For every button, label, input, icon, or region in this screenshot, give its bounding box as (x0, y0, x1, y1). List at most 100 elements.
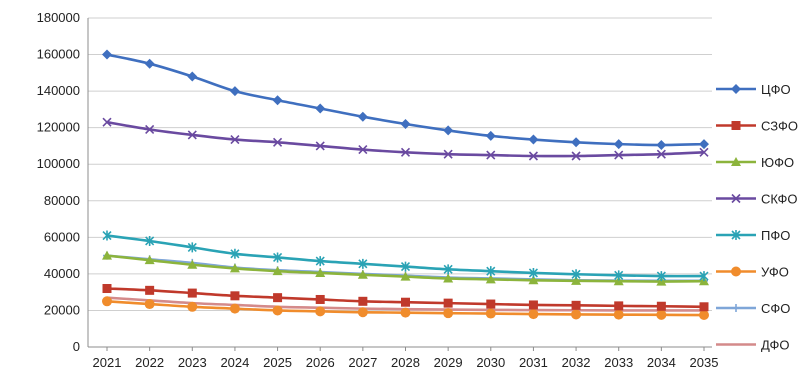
data-point (571, 269, 581, 280)
data-point (699, 302, 709, 312)
data-point (656, 140, 667, 151)
x-tick-label: 2028 (391, 355, 420, 370)
series-ЦФО (102, 49, 709, 151)
data-point (357, 111, 368, 122)
data-point (614, 301, 624, 311)
data-point (358, 258, 368, 269)
data-point (187, 301, 198, 312)
data-point (699, 271, 709, 282)
data-point (401, 297, 410, 307)
data-point (731, 121, 741, 130)
data-point (486, 266, 496, 277)
data-point (443, 308, 454, 319)
data-point (102, 284, 112, 294)
data-point (315, 141, 325, 151)
x-tick-label: 2022 (135, 355, 164, 370)
data-point (613, 139, 624, 150)
data-point (400, 119, 411, 130)
data-point (145, 235, 155, 246)
series-УФО (102, 296, 709, 321)
data-point (230, 134, 240, 145)
y-tick-label: 100000 (37, 156, 80, 171)
data-point (699, 147, 709, 157)
data-point (102, 230, 112, 241)
data-point (443, 125, 454, 136)
data-point (187, 71, 198, 82)
data-point (315, 294, 325, 304)
y-tick-label: 140000 (37, 83, 80, 98)
data-point (187, 242, 197, 253)
data-point (230, 248, 240, 259)
data-point (102, 296, 112, 307)
legend-label: ЦФО (761, 82, 791, 97)
data-point (400, 147, 411, 157)
data-point (358, 145, 368, 155)
series-ЮФО (102, 250, 709, 286)
data-point (486, 150, 496, 160)
data-point (443, 298, 453, 308)
data-point (273, 252, 283, 263)
data-point (443, 273, 454, 283)
data-point (656, 309, 667, 320)
legend-item: ЮФО (716, 155, 794, 170)
legend-item: ЦФО (716, 82, 791, 97)
data-point (272, 305, 283, 316)
y-tick-label: 80000 (44, 193, 80, 208)
data-point (229, 303, 240, 314)
data-point (732, 304, 740, 312)
data-point (528, 134, 539, 145)
data-point (273, 137, 283, 147)
data-point (571, 309, 582, 320)
x-tick-label: 2031 (519, 355, 548, 370)
data-point (315, 256, 325, 267)
data-point (443, 264, 453, 275)
data-point (731, 230, 741, 240)
data-point (443, 149, 453, 159)
legend-item: ДФО (716, 338, 790, 353)
gridlines (88, 17, 712, 348)
data-point (315, 306, 326, 317)
x-tick-label: 2021 (93, 355, 122, 370)
data-point (699, 310, 709, 321)
legend-item: ПФО (716, 228, 790, 243)
data-point (400, 307, 411, 318)
data-point (485, 308, 496, 319)
y-tick-label: 120000 (37, 120, 80, 135)
data-point (731, 157, 741, 166)
y-tick-label: 0 (73, 339, 80, 354)
legend-item: СЗФО (716, 119, 798, 134)
data-point (528, 309, 539, 320)
x-tick-label: 2025 (263, 355, 292, 370)
x-tick-label: 2030 (476, 355, 505, 370)
y-tick-label: 40000 (44, 266, 80, 281)
data-point (357, 307, 368, 318)
legend-label: ЮФО (761, 155, 794, 170)
data-point (144, 299, 155, 310)
y-tick-label: 160000 (37, 47, 80, 62)
x-tick-label: 2035 (690, 355, 719, 370)
legend-label: СЗФО (761, 119, 798, 134)
data-point (485, 274, 496, 284)
legend-item: УФО (716, 265, 789, 280)
legend: ЦФО СЗФО ЮФО СКФО ПФО УФО СФО ДФО (716, 82, 798, 353)
data-point (102, 117, 112, 127)
legend-label: СКФО (761, 192, 798, 207)
data-point (102, 250, 112, 260)
data-point (656, 301, 666, 311)
data-point (528, 275, 539, 285)
data-point (145, 285, 155, 295)
legend-label: СФО (761, 301, 790, 316)
data-point (187, 130, 197, 140)
data-point (656, 271, 666, 282)
data-point (614, 150, 624, 160)
y-axis: 0 20000 40000 60000 80000 100000 120000 140000 1… (37, 10, 89, 354)
data-point (187, 288, 197, 298)
data-point (656, 149, 666, 159)
data-point (699, 139, 709, 150)
legend-label: УФО (761, 265, 789, 280)
data-point (145, 124, 155, 135)
data-point (144, 255, 155, 265)
data-point (731, 84, 741, 94)
series-СЗФО (102, 284, 709, 312)
